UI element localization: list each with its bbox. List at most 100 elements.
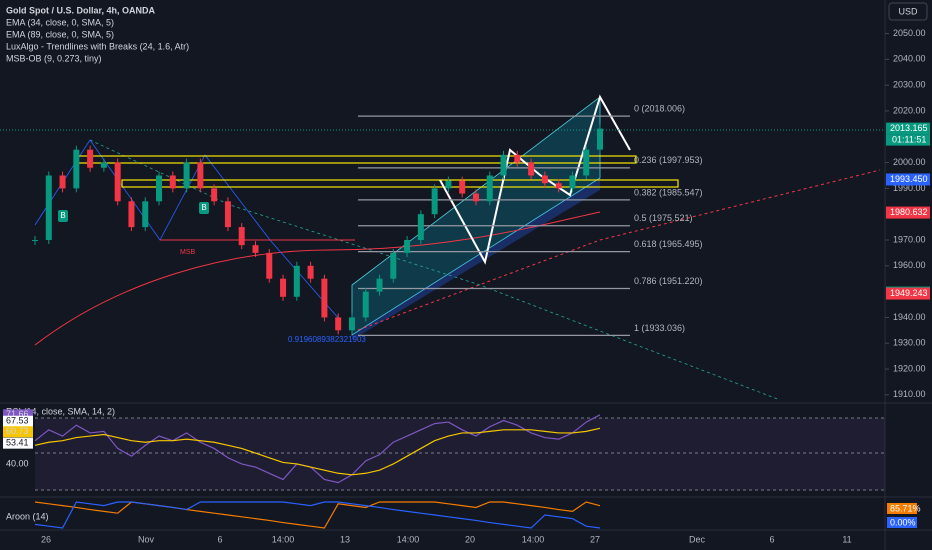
- candle: [431, 188, 438, 215]
- aroon-title: Aroon (14): [6, 511, 49, 521]
- candle: [211, 188, 218, 202]
- candle: [32, 240, 38, 241]
- price-tick-label: 1970.00: [893, 234, 926, 244]
- fib-label: 0.618 (1965.495): [634, 239, 703, 249]
- fib-label: 0.382 (1985.547): [634, 187, 703, 197]
- time-label: 26: [41, 534, 51, 544]
- time-label: 14:00: [272, 534, 295, 544]
- pattern: [439, 94, 631, 265]
- price-tick-label: 2050.00: [893, 28, 926, 38]
- candle: [376, 278, 383, 292]
- time-label: 14:00: [397, 534, 420, 544]
- price-badge: [886, 173, 930, 186]
- low-value-label: 0.9196089382321903: [288, 335, 366, 344]
- candle: [238, 227, 245, 246]
- aroon-down-line: [34, 501, 601, 529]
- candle: [280, 278, 287, 297]
- price-badge-label: 1980.632: [890, 207, 928, 217]
- candle: [321, 278, 328, 318]
- buy-label: B: [201, 203, 206, 212]
- price-tick-label: 1960.00: [893, 260, 926, 270]
- candle: [528, 162, 535, 176]
- time-label: 6: [769, 534, 774, 544]
- trendline-break: [357, 169, 881, 331]
- candle: [307, 265, 314, 279]
- candle: [59, 175, 66, 189]
- time-label: 11: [842, 534, 851, 544]
- aroon-down-label: 0.00%: [890, 517, 916, 527]
- rsi-label: 71.66: [6, 409, 29, 419]
- msb-label: MSB: [180, 249, 196, 256]
- candle: [348, 317, 355, 331]
- candle: [87, 149, 94, 168]
- fib-label: 0 (2018.006): [634, 103, 685, 113]
- candle: [362, 291, 369, 318]
- currency-button[interactable]: [888, 2, 928, 21]
- price-tick-label: 1930.00: [893, 338, 926, 348]
- fib-label: 0.236 (1997.953): [634, 155, 703, 165]
- candle: [445, 180, 452, 189]
- price-badge: [886, 287, 930, 300]
- buy-marker: [199, 202, 209, 214]
- symbol-title: Gold Spot / U.S. Dollar, 4h, OANDA: [6, 5, 156, 15]
- price-badge-label: 1949.243: [890, 288, 928, 298]
- rsi-label: 40.00: [6, 458, 29, 468]
- rsi-label-badge: [3, 409, 33, 421]
- rsi-label-badge: [3, 426, 33, 438]
- candle: [335, 317, 342, 331]
- candle: [183, 162, 190, 189]
- price-tick-label: 1990.00: [893, 183, 926, 193]
- candle: [555, 183, 562, 189]
- price-tick-label: 2020.00: [893, 105, 926, 115]
- ob-zone: [121, 179, 679, 188]
- price-badge: [886, 122, 930, 135]
- indicator-label: EMA (34, close, 0, SMA, 5): [6, 17, 114, 27]
- time-label: 14:00: [522, 534, 545, 544]
- candle: [459, 180, 466, 194]
- channel-lower: [352, 178, 600, 340]
- fib-label: 0.786 (1951.220): [634, 276, 703, 286]
- candle: [224, 201, 231, 228]
- indicator-label: EMA (89, close, 0, SMA, 5): [6, 29, 114, 39]
- time-label: 27: [590, 534, 600, 544]
- currency-label[interactable]: USD: [898, 6, 918, 16]
- trendline-down: [89, 139, 781, 401]
- candle: [404, 240, 411, 253]
- candle: [514, 154, 521, 163]
- time-label: 6: [217, 534, 222, 544]
- buy-marker: [58, 210, 68, 222]
- rsi-title: RSI (14, close, SMA, 14, 2): [6, 406, 115, 416]
- rsi-label-badge: [3, 437, 33, 449]
- candle: [169, 175, 176, 189]
- candle: [266, 252, 273, 279]
- rsi-line: [34, 414, 601, 484]
- candle: [197, 162, 204, 189]
- candle: [569, 175, 576, 189]
- rsi-label: 53.41: [6, 438, 29, 448]
- fib-label: 0.5 (1975.521): [634, 213, 693, 223]
- candle: [142, 201, 149, 228]
- price-badge: [886, 206, 930, 219]
- price-tick-label: 1940.00: [893, 312, 926, 322]
- indicator-label: LuxAlgo - Trendlines with Breaks (24, 1.…: [6, 41, 189, 51]
- msb-zigzag: [34, 139, 341, 321]
- rsi-band: [35, 418, 885, 490]
- candle: [583, 149, 590, 176]
- candle: [486, 175, 493, 202]
- fib-label: 1 (1933.036): [634, 323, 685, 333]
- candle: [45, 175, 52, 240]
- candle: [252, 245, 259, 253]
- price-tick-label: 1920.00: [893, 363, 926, 373]
- candle: [128, 201, 135, 228]
- time-label: 20: [465, 534, 475, 544]
- candle: [500, 154, 507, 176]
- time-label: Dec: [689, 534, 706, 544]
- aroon-up-line: [34, 501, 601, 529]
- countdown-badge: [886, 134, 930, 146]
- candle: [156, 175, 163, 202]
- ema-89: [34, 211, 601, 346]
- candle: [541, 175, 548, 184]
- buy-label: B: [60, 211, 65, 220]
